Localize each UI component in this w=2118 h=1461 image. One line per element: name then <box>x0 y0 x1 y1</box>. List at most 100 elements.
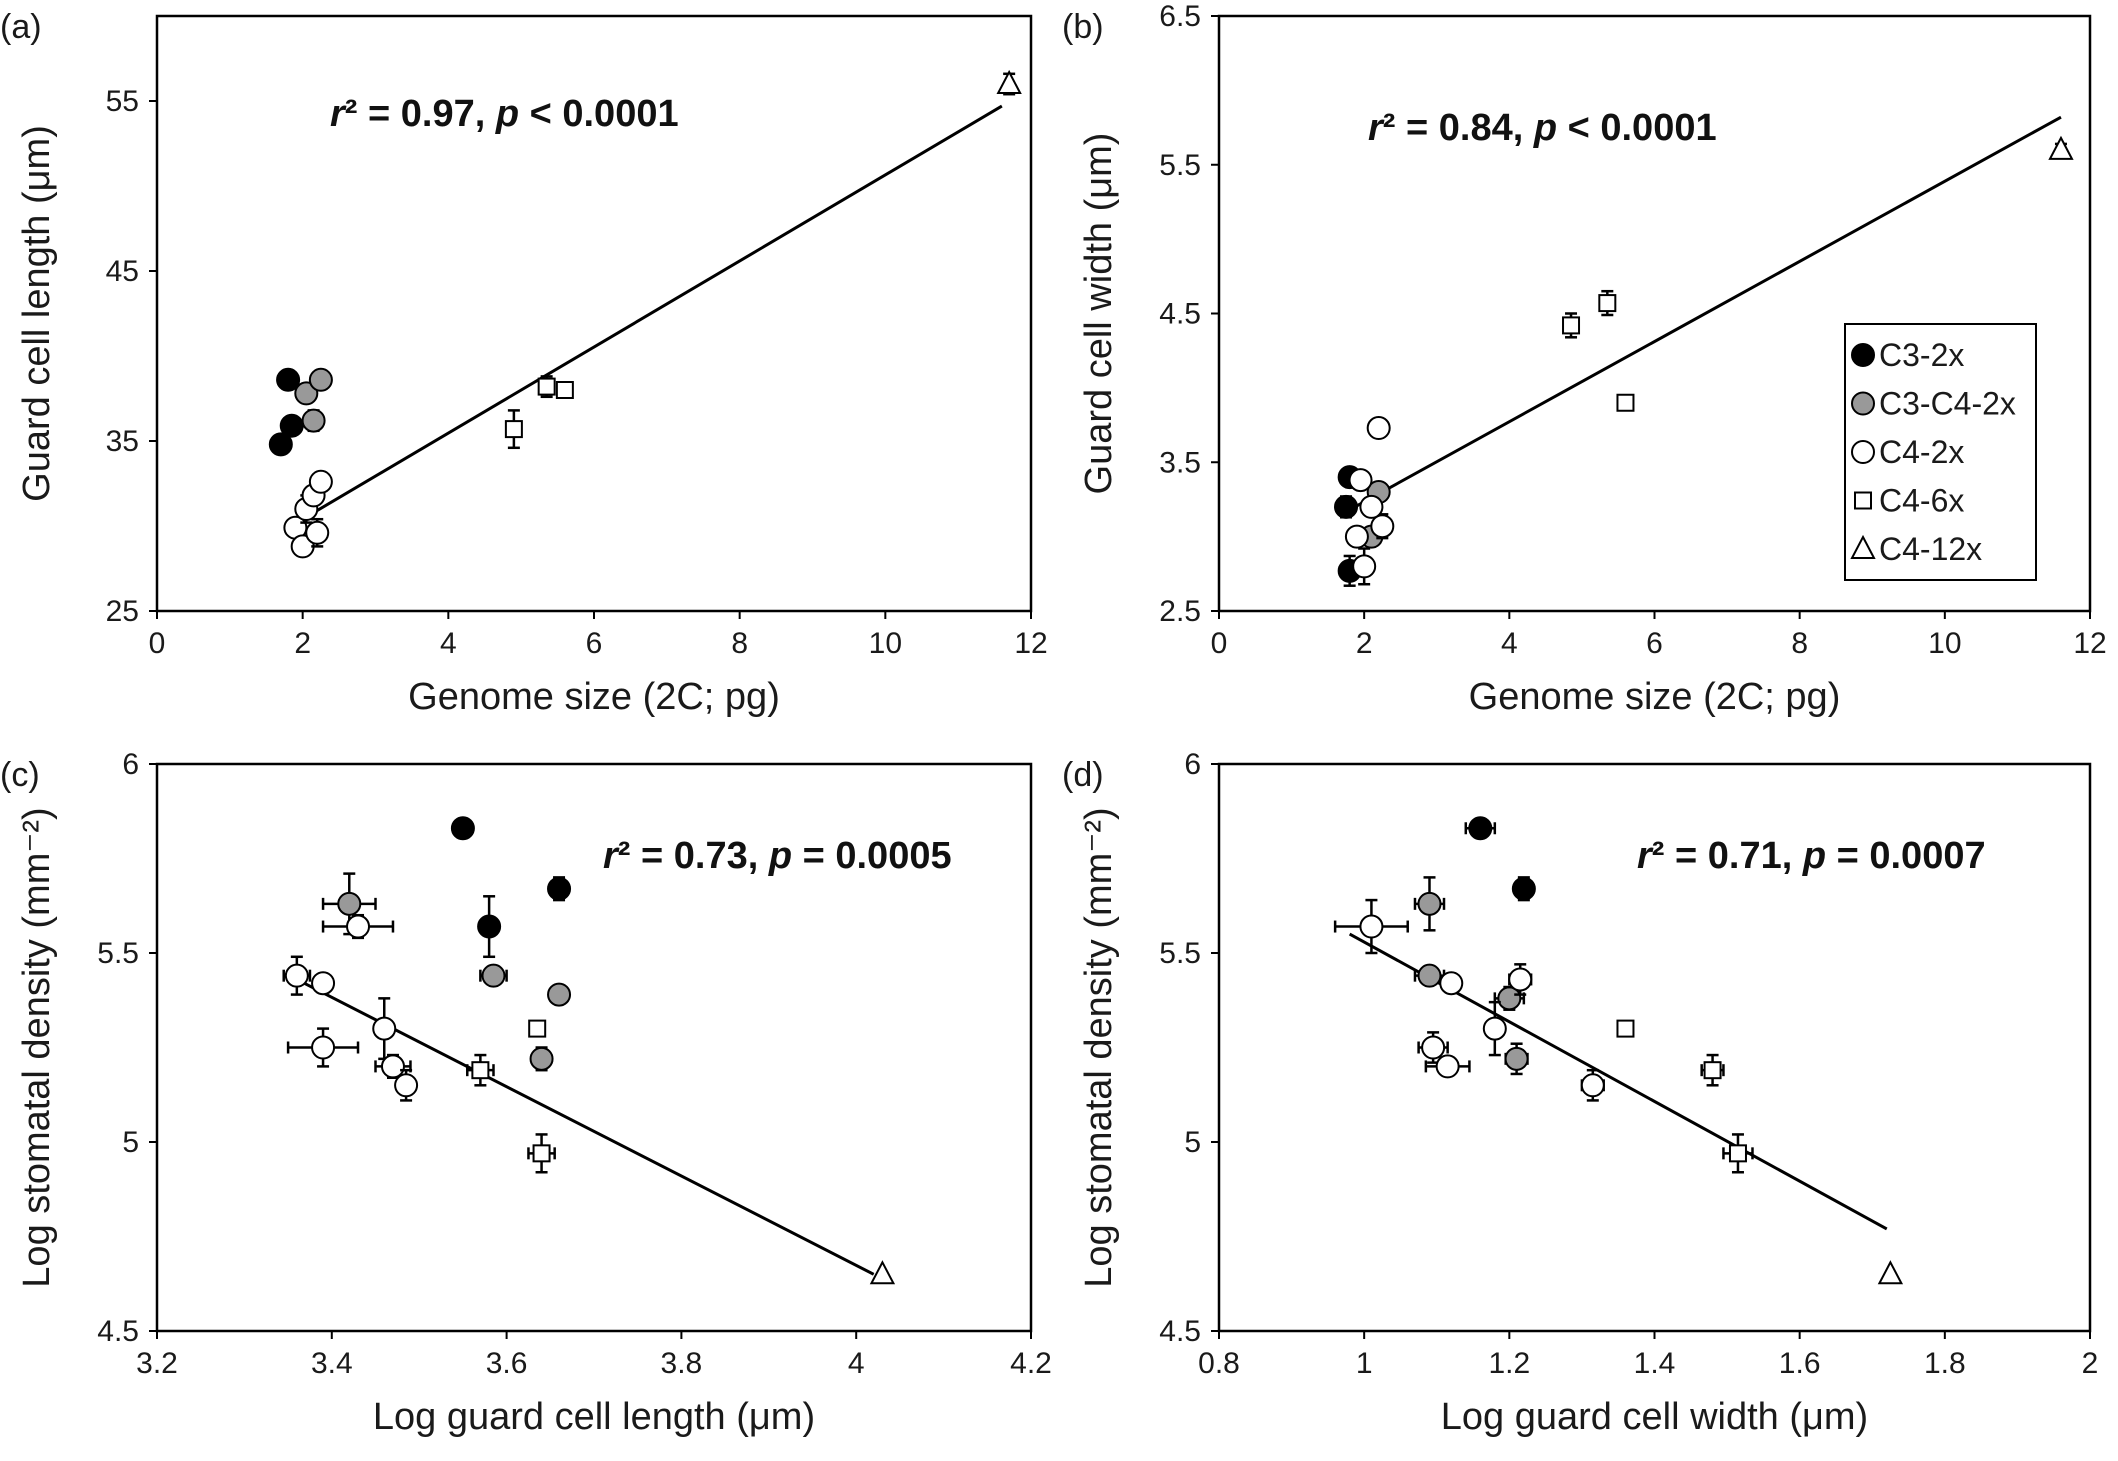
marker-c4-2x <box>305 520 330 545</box>
regression-line <box>1348 115 2062 512</box>
x-tick-label: 6 <box>1646 627 1663 660</box>
marker-c4-6x <box>1616 1019 1635 1038</box>
marker-c4-12x <box>996 69 1022 94</box>
data-point <box>305 517 330 548</box>
marker-c4-2x <box>372 1016 397 1041</box>
data-point <box>479 963 508 988</box>
marker-c4-6x <box>1703 1061 1722 1080</box>
y-tick-label: 4.5 <box>1159 298 1201 331</box>
marker-c4-2x <box>1348 468 1373 493</box>
marker-c4-2x <box>380 1054 405 1079</box>
x-tick-label: 4 <box>1501 627 1518 660</box>
legend-label: C3-2x <box>1879 337 1964 373</box>
data-point <box>869 1260 896 1285</box>
x-tick-label: 0.8 <box>1198 1347 1240 1380</box>
data-point <box>547 876 572 902</box>
data-point <box>529 1046 554 1072</box>
marker-c4-2x <box>308 469 333 494</box>
x-tick-label: 3.2 <box>136 1347 178 1380</box>
data-point <box>466 1053 495 1087</box>
marker-c4-2x <box>1580 1073 1605 1098</box>
y-axis-label: Log stomatal density (mm⁻²) <box>16 807 58 1287</box>
data-point <box>1700 1053 1725 1087</box>
panel-label: (b) <box>1062 8 1104 46</box>
marker-c4-12x <box>869 1260 896 1285</box>
marker-c4-2x <box>1344 524 1369 549</box>
data-point <box>268 432 293 457</box>
marker-c3-2x <box>279 413 304 438</box>
y-tick-label: 3.5 <box>1159 446 1201 479</box>
marker-c4-2x <box>1370 514 1395 539</box>
data-point <box>394 1068 419 1102</box>
marker-c4-2x <box>1439 971 1464 996</box>
stat-annotation: r² = 0.71, p = 0.0007 <box>1637 835 1986 877</box>
data-point <box>477 895 502 959</box>
data-point <box>276 367 301 392</box>
data-point <box>1722 1133 1754 1174</box>
data-point <box>311 971 336 996</box>
marker-c3-c4-2x <box>481 963 506 988</box>
y-axis-label: Log stomatal density (mm⁻²) <box>1078 807 1120 1287</box>
y-tick-label: 25 <box>106 595 139 628</box>
panel-a: (a) 0 2 4 6 8 10 12 25 35 45 55 Genome size (2C; pg)… <box>0 8 1048 718</box>
x-axis-label: Genome size (2C; pg) <box>1469 676 1841 718</box>
marker-c3-c4-2x <box>308 367 333 392</box>
data-point <box>279 413 304 438</box>
x-tick-label: 1.8 <box>1924 1347 1966 1380</box>
marker-c3-2x <box>1334 494 1359 519</box>
legend-label: C4-6x <box>1879 483 1964 519</box>
marker-c4-6x <box>532 1144 551 1163</box>
marker-c4-6x <box>504 420 523 439</box>
data-point <box>1424 1054 1471 1079</box>
y-tick-label: 35 <box>106 425 139 458</box>
x-axis-label: Genome size (2C; pg) <box>408 676 780 718</box>
marker-c4-2x <box>394 1073 419 1098</box>
x-tick-label: 10 <box>869 627 902 660</box>
marker-c3-c4-2x <box>1497 986 1522 1011</box>
marker-c4-2x <box>284 963 309 988</box>
legend-box <box>1844 323 2037 581</box>
data-point <box>1352 547 1377 586</box>
legend-label: C4-2x <box>1879 434 1964 470</box>
panel-label: (a) <box>0 8 42 46</box>
x-tick-label: 10 <box>1928 627 1961 660</box>
x-tick-label: 12 <box>2073 627 2106 660</box>
legend-marker <box>1850 534 1876 559</box>
x-tick-label: 4 <box>440 627 457 660</box>
y-axis-label: Guard cell width (μm) <box>1078 133 1120 495</box>
marker-c3-c4-2x <box>547 982 572 1007</box>
legend-item: C4-2x <box>1851 434 1964 470</box>
panel-d: (d) 0.8 1 1.2 1.4 1.6 1.8 2 4.5 5 5.5 6 Log guard ce… <box>1062 748 2098 1438</box>
data-point <box>1359 494 1384 519</box>
marker-c4-2x <box>1352 554 1377 579</box>
y-tick-label: 6.5 <box>1159 0 1201 33</box>
marker-c3-c4-2x <box>294 381 319 406</box>
data-point <box>282 955 312 996</box>
marker-c3-c4-2x <box>1417 891 1442 916</box>
data-point <box>308 469 333 494</box>
legend-item: C3-2x <box>1851 337 1964 373</box>
data-point <box>1413 876 1446 932</box>
marker-c3-2x <box>276 367 301 392</box>
x-axis-label: Log guard cell width (μm) <box>1441 1396 1868 1438</box>
data-point <box>1508 963 1533 996</box>
stat-annotation: r² = 0.73, p = 0.0005 <box>603 835 952 877</box>
marker-c4-2x <box>1359 914 1384 939</box>
regression-line <box>1348 932 1888 1231</box>
data-point <box>1464 816 1497 841</box>
data-point <box>372 997 397 1061</box>
marker-c3-c4-2x <box>337 891 362 916</box>
panel-c: (c) 3.2 3.4 3.6 3.8 4 4.2 4.5 5 5.5 6 Log guard cel… <box>0 748 1052 1438</box>
data-point <box>1616 1019 1635 1038</box>
x-tick-label: 0 <box>1211 627 1228 660</box>
marker-c4-6x <box>1728 1144 1747 1163</box>
marker-c4-2x <box>311 1035 336 1060</box>
y-tick-label: 6 <box>122 748 139 781</box>
data-point <box>537 375 556 399</box>
marker-c4-6x <box>471 1061 490 1080</box>
data-point <box>308 367 333 392</box>
marker-c3-2x <box>547 876 572 901</box>
data-point <box>1616 393 1635 412</box>
marker-c4-6x <box>528 1019 547 1038</box>
